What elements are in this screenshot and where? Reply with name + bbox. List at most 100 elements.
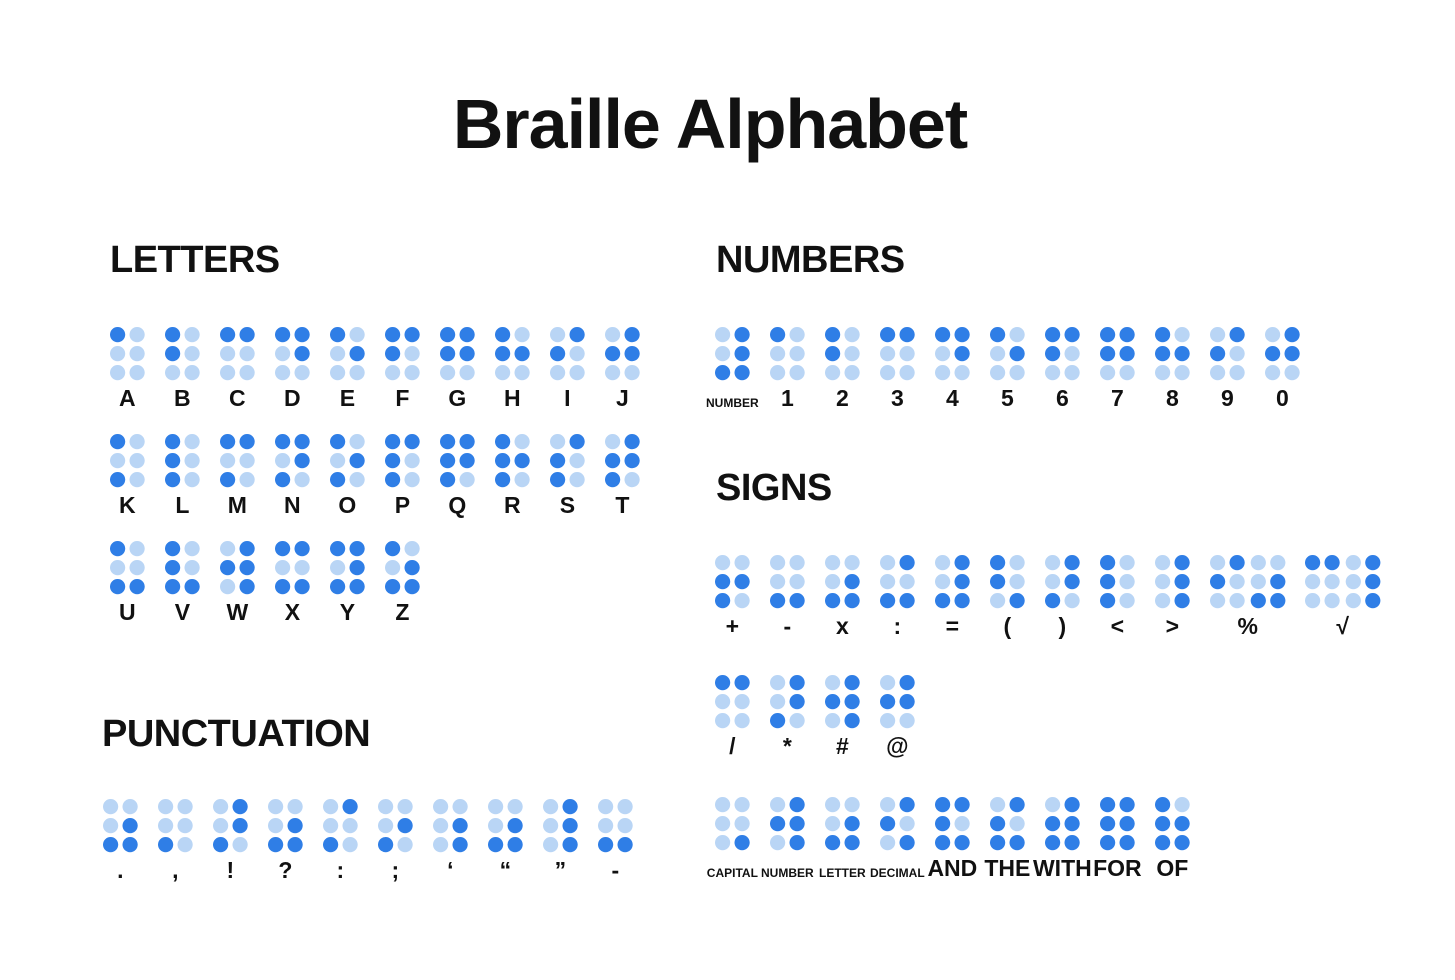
raised-dot	[507, 837, 523, 853]
raised-dot	[990, 816, 1006, 832]
raised-dot	[459, 346, 475, 362]
braille-cell	[990, 797, 1025, 851]
flat-dot	[935, 365, 951, 381]
raised-dot	[990, 835, 1006, 851]
raised-dot	[1155, 327, 1171, 343]
raised-dot	[1100, 797, 1116, 813]
raised-dot	[239, 560, 255, 576]
raised-dot	[495, 434, 511, 450]
raised-dot	[294, 346, 310, 362]
braille-cell	[825, 327, 860, 381]
braille-cell	[1155, 797, 1190, 851]
flat-dot	[122, 799, 138, 815]
raised-dot	[562, 799, 578, 815]
raised-dot	[1119, 797, 1135, 813]
symbol-label: .	[117, 857, 124, 883]
flat-dot	[598, 818, 614, 834]
flat-dot	[617, 799, 633, 815]
raised-dot	[899, 593, 915, 609]
raised-dot	[1265, 346, 1281, 362]
raised-dot	[1009, 797, 1025, 813]
braille-cell	[935, 797, 970, 851]
braille-cell	[825, 797, 860, 851]
raised-dot	[1009, 346, 1025, 362]
flat-dot	[404, 346, 420, 362]
raised-dot	[103, 837, 119, 853]
flat-dot	[404, 453, 420, 469]
braille-cell	[488, 799, 523, 853]
symbol-label: C	[229, 385, 246, 411]
flat-dot	[349, 327, 365, 343]
braille-cell	[385, 434, 420, 488]
raised-dot	[275, 434, 291, 450]
raised-dot	[1155, 816, 1171, 832]
braille-cell	[598, 799, 633, 853]
raised-dot	[1324, 555, 1340, 571]
braille-cell	[385, 327, 420, 381]
symbol-label: 2	[835, 385, 849, 411]
raised-dot	[1174, 346, 1190, 362]
flat-dot	[844, 555, 860, 571]
raised-dot	[1284, 346, 1300, 362]
raised-dot	[1045, 327, 1061, 343]
flat-dot	[129, 365, 145, 381]
flat-dot	[129, 434, 145, 450]
flat-dot	[1045, 365, 1061, 381]
raised-dot	[899, 675, 915, 691]
raised-dot	[899, 327, 915, 343]
raised-dot	[1064, 835, 1080, 851]
raised-dot	[734, 675, 750, 691]
raised-dot	[459, 327, 475, 343]
flat-dot	[1265, 327, 1281, 343]
raised-dot	[1250, 593, 1266, 609]
braille-cell	[1100, 555, 1135, 609]
raised-dot	[220, 472, 236, 488]
flat-dot	[789, 555, 805, 571]
raised-dot	[569, 434, 585, 450]
flat-dot	[268, 799, 284, 815]
symbol-label: +	[725, 613, 740, 639]
symbol-label: √	[1336, 613, 1350, 639]
flat-dot	[177, 799, 193, 815]
flat-dot	[459, 365, 475, 381]
raised-dot	[165, 346, 181, 362]
symbol-label: N	[284, 492, 301, 518]
raised-dot	[440, 327, 456, 343]
raised-dot	[495, 327, 511, 343]
flat-dot	[184, 346, 200, 362]
flat-dot	[598, 799, 614, 815]
raised-dot	[954, 593, 970, 609]
symbol-label: LETTER	[819, 866, 866, 880]
raised-dot	[954, 835, 970, 851]
flat-dot	[330, 346, 346, 362]
braille-cell	[440, 327, 475, 381]
raised-dot	[404, 579, 420, 595]
flat-dot	[514, 434, 530, 450]
flat-dot	[734, 555, 750, 571]
flat-dot	[213, 818, 229, 834]
flat-dot	[220, 453, 236, 469]
braille-cell	[1210, 327, 1245, 381]
raised-dot	[165, 560, 181, 576]
flat-dot	[715, 327, 731, 343]
flat-dot	[825, 797, 841, 813]
braille-cell	[110, 327, 145, 381]
page-title: Braille Alphabet	[452, 85, 968, 163]
flat-dot	[220, 365, 236, 381]
flat-dot	[110, 453, 126, 469]
symbol-label: NUMBER	[706, 396, 759, 410]
flat-dot	[569, 346, 585, 362]
raised-dot	[844, 675, 860, 691]
raised-dot	[825, 593, 841, 609]
raised-dot	[844, 816, 860, 832]
raised-dot	[129, 579, 145, 595]
raised-dot	[1229, 555, 1245, 571]
flat-dot	[1045, 574, 1061, 590]
numbers-section-title: NUMBERS	[716, 239, 905, 281]
flat-dot	[129, 541, 145, 557]
flat-dot	[789, 365, 805, 381]
flat-dot	[990, 365, 1006, 381]
flat-dot	[1284, 365, 1300, 381]
flat-dot	[1229, 574, 1245, 590]
flat-dot	[404, 472, 420, 488]
